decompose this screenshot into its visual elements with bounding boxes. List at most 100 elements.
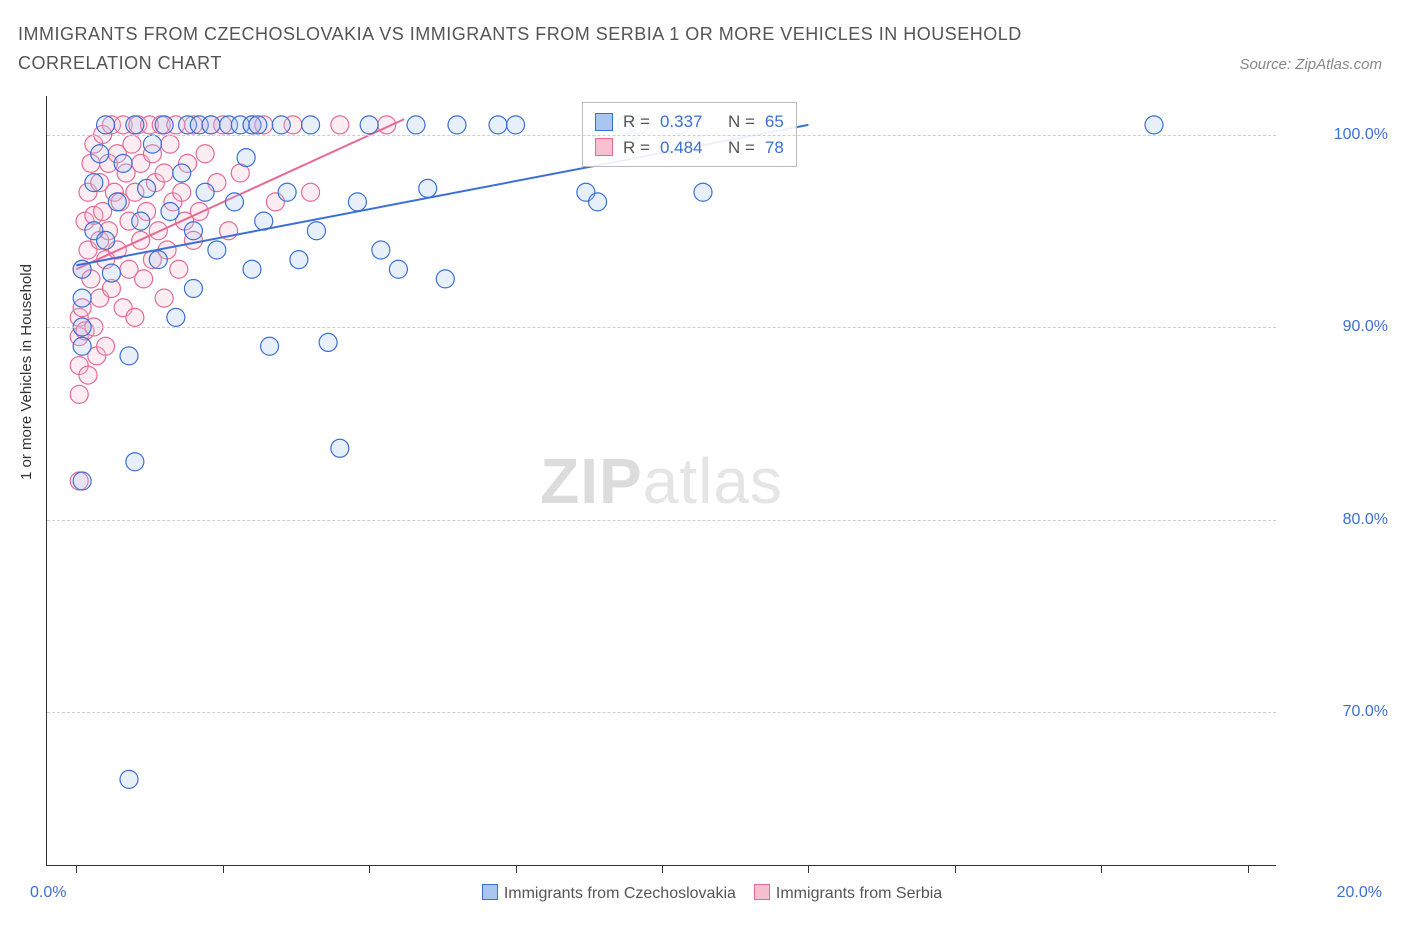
data-point: [120, 347, 138, 365]
y-tick-label: 70.0%: [1343, 703, 1388, 721]
data-point: [1145, 116, 1163, 134]
y-tick-label: 100.0%: [1334, 126, 1388, 144]
data-point: [307, 222, 325, 240]
chart-title: IMMIGRANTS FROM CZECHOSLOVAKIA VS IMMIGR…: [18, 20, 1118, 78]
y-tick-label: 90.0%: [1343, 318, 1388, 336]
data-point: [302, 183, 320, 201]
data-point: [589, 193, 607, 211]
legend-swatch: [754, 884, 770, 900]
legend-bottom: Immigrants from Czechoslovakia Immigrants…: [0, 884, 1406, 903]
data-point: [196, 145, 214, 163]
data-point: [694, 183, 712, 201]
data-point: [161, 135, 179, 153]
data-point: [108, 193, 126, 211]
data-point: [190, 203, 208, 221]
stat-r-value: 0.484: [660, 135, 718, 161]
x-tick: [223, 865, 224, 873]
data-point: [196, 183, 214, 201]
data-point: [184, 280, 202, 298]
data-point: [278, 183, 296, 201]
data-point: [85, 174, 103, 192]
x-tick: [662, 865, 663, 873]
stat-n-label: N =: [728, 135, 755, 161]
data-point: [126, 308, 144, 326]
stat-r-label: R =: [623, 109, 650, 135]
data-point: [97, 231, 115, 249]
data-point: [155, 289, 173, 307]
gridline: [47, 327, 1276, 328]
data-point: [70, 385, 88, 403]
stat-r-label: R =: [623, 135, 650, 161]
data-point: [372, 241, 390, 259]
data-point: [448, 116, 466, 134]
data-point: [155, 116, 173, 134]
x-tick: [76, 865, 77, 873]
data-point: [149, 251, 167, 269]
data-point: [79, 366, 97, 384]
scatter-svg: [47, 96, 1276, 865]
data-point: [261, 337, 279, 355]
data-point: [331, 116, 349, 134]
legend-swatch: [595, 138, 613, 156]
data-point: [507, 116, 525, 134]
data-point: [132, 212, 150, 230]
data-point: [436, 270, 454, 288]
stat-row: R = 0.484 N = 78: [595, 135, 784, 161]
stat-r-value: 0.337: [660, 109, 718, 135]
data-point: [237, 149, 255, 167]
data-point: [120, 770, 138, 788]
stat-row: R = 0.337 N = 65: [595, 109, 784, 135]
legend-swatch: [482, 884, 498, 900]
data-point: [138, 179, 156, 197]
data-point: [389, 260, 407, 278]
data-point: [126, 453, 144, 471]
data-point: [161, 203, 179, 221]
data-point: [135, 270, 153, 288]
data-point: [167, 308, 185, 326]
data-point: [348, 193, 366, 211]
data-point: [73, 337, 91, 355]
y-tick-label: 80.0%: [1343, 511, 1388, 529]
x-tick: [1248, 865, 1249, 873]
data-point: [184, 222, 202, 240]
data-point: [97, 116, 115, 134]
data-point: [419, 179, 437, 197]
data-point: [489, 116, 507, 134]
data-point: [126, 116, 144, 134]
data-point: [319, 333, 337, 351]
x-tick: [808, 865, 809, 873]
data-point: [73, 289, 91, 307]
gridline: [47, 135, 1276, 136]
data-point: [173, 164, 191, 182]
data-point: [290, 251, 308, 269]
data-point: [243, 260, 261, 278]
data-point: [155, 164, 173, 182]
gridline: [47, 520, 1276, 521]
data-point: [360, 116, 378, 134]
data-point: [173, 183, 191, 201]
data-point: [225, 193, 243, 211]
data-point: [73, 472, 91, 490]
y-axis-label: 1 or more Vehicles in Household: [18, 264, 35, 480]
chart-plot-area: ZIPatlas R =0.337N =65R =0.484N =78: [46, 96, 1276, 866]
legend-label: Immigrants from Czechoslovakia: [504, 885, 736, 902]
data-point: [114, 154, 132, 172]
data-point: [331, 439, 349, 457]
data-point: [407, 116, 425, 134]
gridline: [47, 712, 1276, 713]
source-label: Source: ZipAtlas.com: [1239, 56, 1382, 73]
data-point: [123, 135, 141, 153]
data-point: [143, 135, 161, 153]
stat-n-label: N =: [728, 109, 755, 135]
data-point: [97, 337, 115, 355]
legend-swatch: [595, 113, 613, 131]
data-point: [202, 116, 220, 134]
stat-n-value: 78: [765, 135, 784, 161]
legend-label: Immigrants from Serbia: [776, 885, 942, 902]
x-tick: [955, 865, 956, 873]
x-tick: [369, 865, 370, 873]
stat-n-value: 65: [765, 109, 784, 135]
data-point: [208, 241, 226, 259]
data-point: [272, 116, 290, 134]
x-tick: [1101, 865, 1102, 873]
